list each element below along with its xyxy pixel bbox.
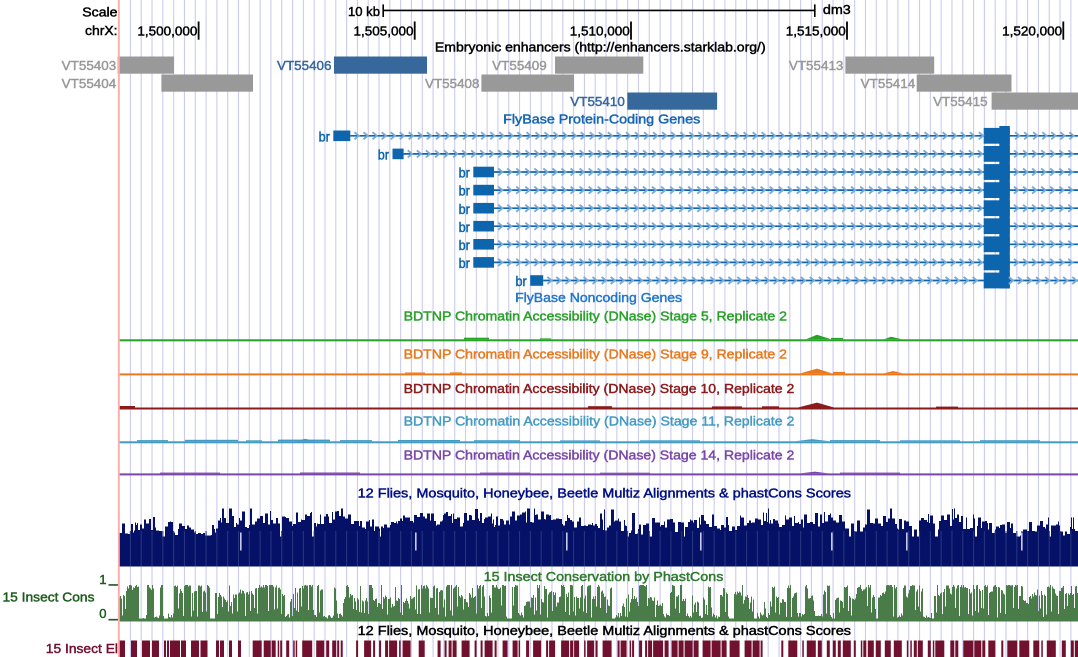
svg-text:1,515,000: 1,515,000 bbox=[786, 23, 846, 38]
svg-text:BDTNP Chromatin Accessibility: BDTNP Chromatin Accessibility (DNase) St… bbox=[404, 447, 795, 462]
svg-text:12 Flies, Mosquito, Honeybee,: 12 Flies, Mosquito, Honeybee, Beetle Mul… bbox=[358, 486, 852, 501]
svg-text:1,520,000: 1,520,000 bbox=[1002, 23, 1062, 38]
svg-text:VT55406: VT55406 bbox=[277, 58, 332, 73]
svg-text:VT55415: VT55415 bbox=[933, 94, 988, 109]
svg-text:BDTNP Chromatin Accessibility: BDTNP Chromatin Accessibility (DNase) St… bbox=[404, 414, 795, 429]
svg-text:10 kb: 10 kb bbox=[348, 4, 380, 19]
svg-text:Embryonic enhancers (http://en: Embryonic enhancers (http://enhancers.st… bbox=[435, 40, 766, 55]
svg-text:12 Flies, Mosquito, Honeybee,: 12 Flies, Mosquito, Honeybee, Beetle Mul… bbox=[358, 623, 852, 638]
svg-text:15 Insect Cons: 15 Insect Cons bbox=[3, 590, 96, 605]
svg-text:VT55413: VT55413 bbox=[789, 58, 844, 73]
svg-text:FlyBase Protein-Coding Genes: FlyBase Protein-Coding Genes bbox=[503, 112, 701, 127]
svg-text:br: br bbox=[459, 166, 471, 181]
svg-text:BDTNP Chromatin Accessibility: BDTNP Chromatin Accessibility (DNase) St… bbox=[404, 381, 795, 396]
svg-text:br: br bbox=[459, 184, 471, 199]
svg-text:br: br bbox=[459, 256, 471, 271]
svg-text:1: 1 bbox=[99, 572, 106, 587]
svg-text:VT55410: VT55410 bbox=[570, 94, 625, 109]
svg-text:Scale: Scale bbox=[82, 5, 117, 20]
svg-text:VT55409: VT55409 bbox=[492, 58, 547, 73]
svg-text:FlyBase Noncoding Genes: FlyBase Noncoding Genes bbox=[515, 290, 683, 305]
svg-text:br: br bbox=[459, 220, 471, 235]
svg-text:BDTNP Chromatin Accessibility: BDTNP Chromatin Accessibility (DNase) St… bbox=[404, 346, 787, 361]
svg-text:BDTNP Chromatin Accessibility: BDTNP Chromatin Accessibility (DNase) St… bbox=[404, 309, 787, 324]
svg-text:br: br bbox=[516, 274, 528, 289]
svg-text:dm3: dm3 bbox=[823, 2, 851, 17]
svg-text:1,500,000: 1,500,000 bbox=[137, 23, 197, 38]
svg-text:15 Insect Conservation by Phas: 15 Insect Conservation by PhastCons bbox=[484, 569, 724, 584]
svg-text:VT55404: VT55404 bbox=[62, 76, 117, 91]
svg-text:0: 0 bbox=[99, 606, 106, 621]
svg-text:br: br bbox=[378, 148, 390, 163]
svg-text:br: br bbox=[319, 129, 331, 144]
svg-text:VT55403: VT55403 bbox=[62, 58, 117, 73]
svg-text:15 Insect El: 15 Insect El bbox=[46, 641, 118, 656]
svg-text:1,510,000: 1,510,000 bbox=[570, 23, 630, 38]
svg-text:VT55414: VT55414 bbox=[861, 76, 916, 91]
svg-text:br: br bbox=[459, 238, 471, 253]
svg-text:chrX:: chrX: bbox=[85, 23, 118, 38]
svg-text:br: br bbox=[459, 202, 471, 217]
svg-text:VT55408: VT55408 bbox=[425, 76, 480, 91]
svg-text:1,505,000: 1,505,000 bbox=[354, 23, 414, 38]
